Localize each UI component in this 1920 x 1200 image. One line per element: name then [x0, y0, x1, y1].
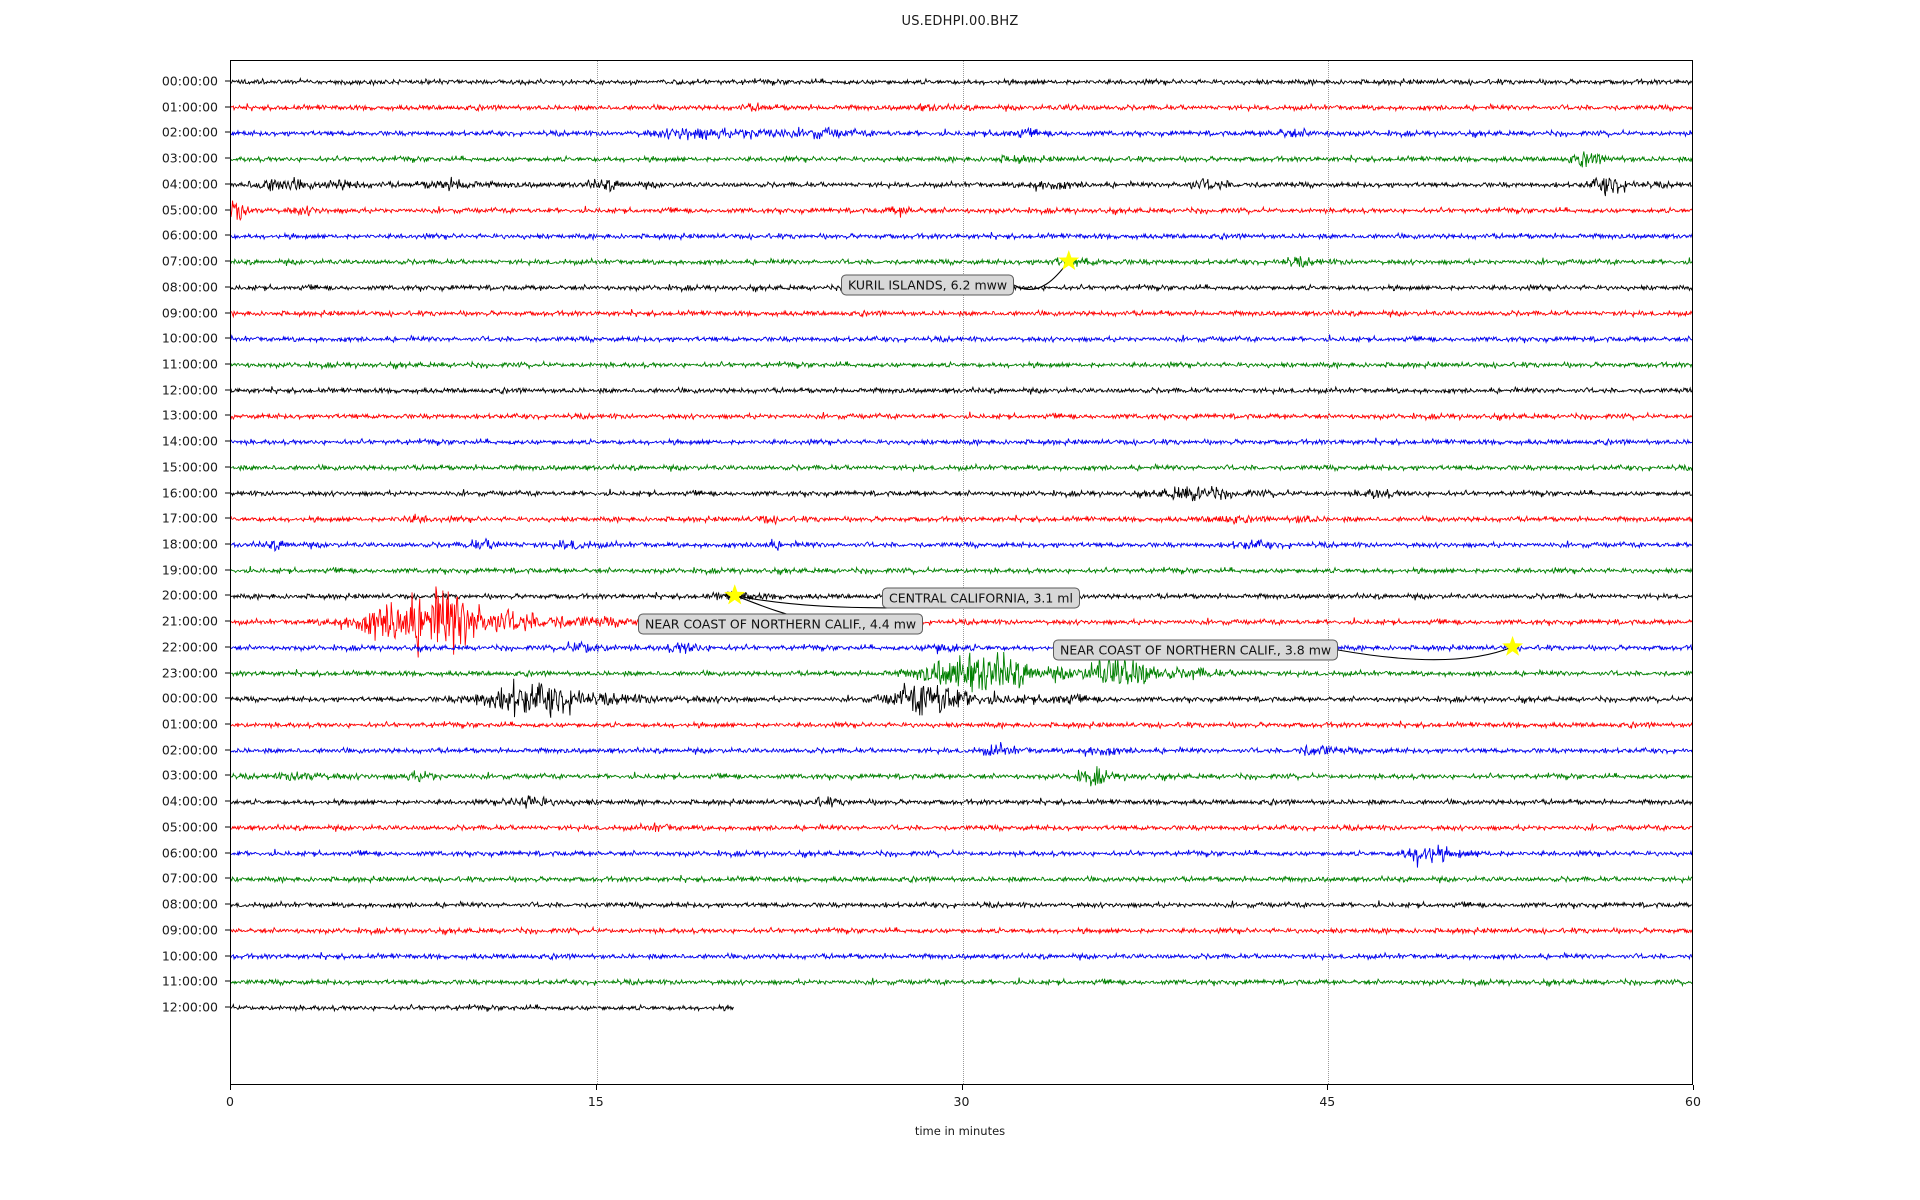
x-tick-label: 45 — [1319, 1094, 1336, 1109]
y-tick-mark — [225, 620, 231, 622]
y-tick-mark — [225, 106, 231, 108]
y-tick-label: 11:00:00 — [161, 973, 218, 989]
y-tick-mark — [225, 389, 231, 391]
y-tick-label: 16:00:00 — [161, 485, 218, 500]
y-tick-mark — [225, 646, 231, 648]
y-tick-mark — [225, 80, 231, 82]
y-tick-label: 08:00:00 — [161, 279, 218, 295]
y-tick-label: 15:00:00 — [161, 459, 218, 475]
gridline-45min — [1328, 61, 1330, 1084]
y-tick-label: 02:00:00 — [161, 124, 218, 140]
chart-title: US.EDHPI.00.BHZ — [901, 14, 1019, 29]
y-tick-mark — [225, 363, 231, 365]
y-tick-mark — [225, 543, 231, 545]
y-tick-label: 20:00:00 — [161, 587, 218, 603]
trace-36 — [231, 1002, 734, 1013]
y-tick-label: 12:00:00 — [161, 999, 218, 1015]
y-tick-label: 14:00:00 — [161, 433, 218, 449]
y-tick-mark — [225, 209, 231, 211]
y-tick-label: 04:00:00 — [161, 176, 218, 192]
x-tick-label: 0 — [226, 1094, 234, 1109]
y-tick-mark — [225, 569, 231, 571]
y-tick-label: 07:00:00 — [161, 870, 218, 886]
x-tick-mark — [1693, 1085, 1694, 1090]
y-tick-label: 18:00:00 — [161, 536, 218, 552]
y-tick-mark — [225, 955, 231, 956]
y-tick-mark — [225, 1006, 231, 1008]
y-tick-mark — [225, 414, 231, 416]
y-tick-mark — [225, 157, 231, 159]
y-tick-mark — [225, 980, 231, 982]
y-tick-label: 05:00:00 — [161, 819, 218, 835]
y-tick-label: 11:00:00 — [161, 356, 218, 372]
y-tick-label: 00:00:00 — [161, 73, 218, 89]
x-tick-label: 15 — [587, 1094, 604, 1109]
y-tick-label: 02:00:00 — [161, 742, 218, 758]
x-tick-label: 30 — [953, 1094, 970, 1109]
y-tick-mark — [225, 800, 231, 802]
x-axis-label: time in minutes — [914, 1124, 1006, 1138]
y-tick-label: 10:00:00 — [161, 330, 218, 346]
y-tick-mark — [225, 131, 231, 133]
y-tick-mark — [225, 492, 231, 493]
y-tick-mark — [225, 594, 231, 596]
y-tick-label: 13:00:00 — [161, 407, 218, 423]
x-tick-mark — [230, 1085, 231, 1090]
y-tick-mark — [225, 517, 231, 519]
y-tick-label: 04:00:00 — [161, 793, 218, 809]
y-tick-mark — [225, 183, 231, 185]
gridline-30min — [962, 61, 965, 1084]
y-tick-mark — [225, 903, 231, 905]
y-tick-mark — [225, 234, 231, 236]
y-tick-mark — [225, 929, 231, 931]
y-tick-mark — [225, 466, 231, 468]
y-tick-label: 01:00:00 — [161, 716, 218, 732]
y-tick-label: 00:00:00 — [161, 690, 218, 706]
y-tick-label: 03:00:00 — [161, 150, 218, 166]
y-tick-label: 05:00:00 — [161, 202, 218, 218]
y-tick-mark — [225, 697, 231, 699]
y-tick-label: 23:00:00 — [161, 665, 218, 681]
gridline-15min — [596, 61, 599, 1084]
y-tick-label: 09:00:00 — [161, 305, 218, 320]
y-tick-label: 09:00:00 — [161, 922, 218, 938]
y-tick-mark — [225, 440, 231, 442]
y-tick-label: 10:00:00 — [161, 948, 218, 963]
y-tick-mark — [225, 672, 231, 674]
y-tick-label: 22:00:00 — [161, 639, 218, 655]
y-tick-label: 01:00:00 — [161, 99, 218, 115]
x-tick-mark — [595, 1085, 597, 1090]
y-tick-mark — [225, 337, 231, 339]
y-tick-mark — [225, 260, 231, 262]
y-tick-label: 06:00:00 — [161, 845, 218, 861]
y-tick-mark — [225, 286, 231, 288]
y-tick-label: 17:00:00 — [161, 510, 218, 526]
y-tick-label: 08:00:00 — [161, 896, 218, 912]
y-tick-mark — [225, 749, 231, 751]
y-tick-label: 19:00:00 — [161, 562, 218, 578]
y-tick-label: 21:00:00 — [161, 613, 218, 629]
y-tick-label: 03:00:00 — [161, 767, 218, 783]
x-tick-mark — [1327, 1085, 1329, 1090]
y-tick-label: 06:00:00 — [161, 227, 218, 243]
y-tick-mark — [225, 852, 231, 854]
y-tick-label: 12:00:00 — [161, 382, 218, 398]
y-tick-mark — [225, 774, 231, 776]
y-tick-mark — [225, 723, 231, 725]
plot-area — [230, 60, 1693, 1085]
x-tick-label: 60 — [1685, 1094, 1701, 1109]
y-tick-mark — [225, 826, 231, 828]
x-tick-mark — [961, 1085, 963, 1090]
y-tick-label: 07:00:00 — [161, 253, 218, 269]
y-tick-mark — [225, 877, 231, 879]
y-tick-mark — [225, 312, 231, 313]
